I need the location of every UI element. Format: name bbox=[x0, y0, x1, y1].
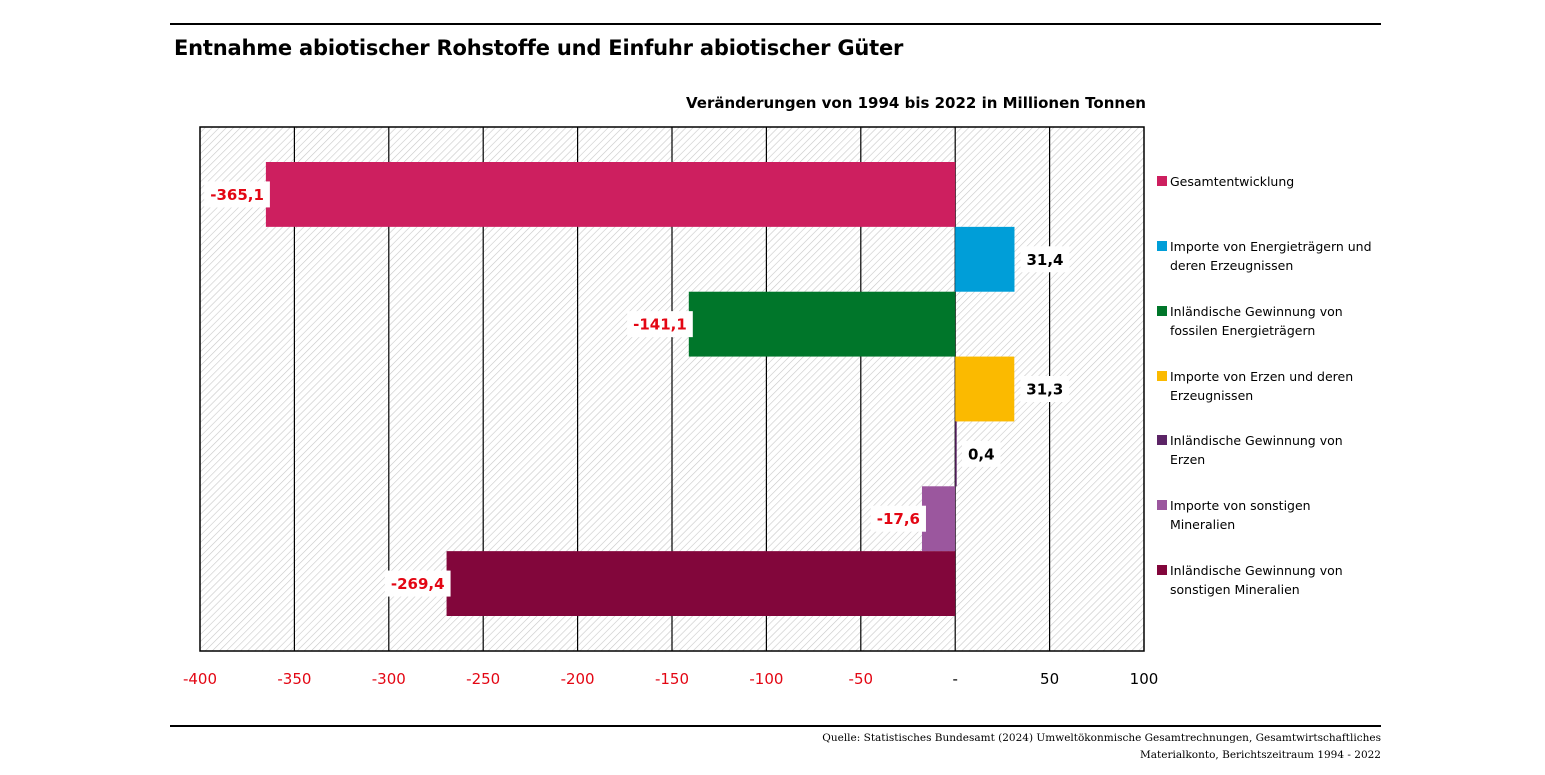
source-line-2: Materialkonto, Berichtszeitraum 1994 - 2… bbox=[1140, 749, 1381, 761]
data-label: -17,6 bbox=[877, 510, 920, 528]
bar bbox=[955, 226, 1015, 292]
legend-label: Gesamtentwicklung bbox=[1170, 172, 1294, 191]
data-label-background bbox=[870, 505, 926, 532]
x-tick-label: -300 bbox=[372, 670, 406, 688]
legend-label-line: Mineralien bbox=[1170, 517, 1236, 533]
legend-label: Importe von Energieträgern und deren Erze… bbox=[1170, 237, 1372, 275]
legend-label-line: Erzeugnissen bbox=[1170, 387, 1254, 403]
data-label-background bbox=[1020, 376, 1070, 402]
legend-label: Inländische Gewinnung von Erzen bbox=[1170, 431, 1343, 469]
data-label: 31,3 bbox=[1026, 381, 1063, 399]
top-rule bbox=[170, 23, 1381, 25]
bar bbox=[955, 356, 1015, 422]
legend-swatch bbox=[1157, 565, 1167, 576]
legend-swatch bbox=[1157, 370, 1167, 381]
legend-label-line: Inländische Gewinnung von bbox=[1170, 563, 1343, 579]
chart-title: Entnahme abiotischer Rohstoffe und Einfu… bbox=[174, 36, 904, 60]
x-tick-label: -50 bbox=[849, 670, 874, 688]
plot-frame bbox=[199, 126, 1145, 652]
data-label: -365,1 bbox=[210, 186, 264, 204]
legend-swatch bbox=[1157, 500, 1167, 511]
legend-label-line: Inländische Gewinnung von bbox=[1170, 433, 1343, 449]
x-tick-label: -150 bbox=[655, 670, 689, 688]
x-tick-label: -100 bbox=[749, 670, 783, 688]
legend-label-line: Importe von Erzen und deren bbox=[1170, 368, 1354, 384]
source-note: Quelle: Statistisches Bundesamt (2024) U… bbox=[822, 730, 1381, 764]
x-tick-label: - bbox=[952, 670, 957, 688]
legend-label: Inländische Gewinnung von sonstigen Miner… bbox=[1170, 561, 1343, 599]
x-tick-label: -350 bbox=[277, 670, 311, 688]
legend-label-line: fossilen Energieträgern bbox=[1170, 322, 1316, 338]
legend-swatch bbox=[1157, 305, 1167, 316]
data-label-background bbox=[1020, 246, 1070, 273]
legend-label-line: Importe von sonstigen bbox=[1170, 498, 1311, 514]
data-label-background bbox=[384, 570, 451, 597]
legend-label-line: sonstigen Mineralien bbox=[1170, 582, 1300, 598]
source-line-1: Quelle: Statistisches Bundesamt (2024) U… bbox=[822, 732, 1381, 744]
data-labels: -365,1 31,4 -141,1 31,3 0,4 -17,6 -269,4 bbox=[204, 181, 1070, 597]
legend-label-line: Importe von Energieträgern und bbox=[1170, 238, 1372, 254]
legend-label-line: Gesamtentwicklung bbox=[1170, 174, 1295, 189]
x-tick-label: -250 bbox=[466, 670, 500, 688]
legend-label-line: Inländische Gewinnung von bbox=[1170, 303, 1343, 319]
legend-label: Importe von sonstigen Mineralien bbox=[1170, 496, 1311, 534]
bar bbox=[446, 551, 956, 616]
bar bbox=[688, 291, 956, 357]
legend-swatch bbox=[1157, 176, 1167, 186]
legend-label: Importe von Erzen und deren Erzeugnissen bbox=[1170, 367, 1353, 405]
data-label: -269,4 bbox=[391, 575, 445, 593]
legend-label: Inländische Gewinnung von fossilen Energi… bbox=[1170, 302, 1343, 340]
legend-swatch bbox=[1157, 240, 1167, 251]
bar bbox=[921, 486, 956, 552]
legend-label-line: Erzen bbox=[1170, 452, 1206, 468]
x-tick-label: -400 bbox=[183, 670, 217, 688]
data-label: 0,4 bbox=[968, 445, 995, 463]
x-tick-label: -200 bbox=[561, 670, 595, 688]
bar bbox=[955, 421, 957, 487]
data-label-background bbox=[627, 311, 693, 338]
data-label: -141,1 bbox=[633, 316, 687, 334]
data-label-background bbox=[961, 440, 1001, 467]
bar bbox=[265, 162, 956, 227]
data-label: 31,4 bbox=[1026, 251, 1063, 269]
bars bbox=[265, 162, 1015, 616]
x-tick-label: 50 bbox=[1040, 670, 1059, 688]
legend-label-line: deren Erzeugnissen bbox=[1170, 257, 1294, 273]
x-tick-label: 100 bbox=[1130, 670, 1159, 688]
data-label-background bbox=[204, 181, 270, 208]
bottom-rule bbox=[170, 725, 1381, 727]
legend-swatch bbox=[1157, 435, 1167, 446]
x-axis-tick-labels: -400 -350 -300 -250 -200 -150 -100 -50-50 100 bbox=[183, 670, 1158, 688]
chart-subtitle: Veränderungen von 1994 bis 2022 in Milli… bbox=[686, 94, 1146, 112]
